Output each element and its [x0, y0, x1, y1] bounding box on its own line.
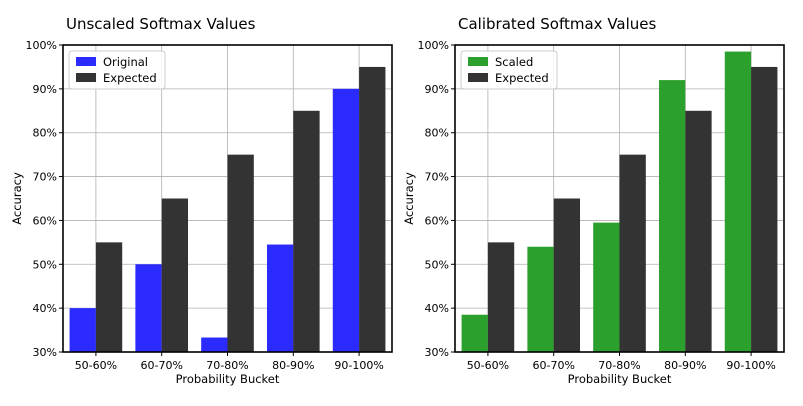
- x-tick-label: 90-100%: [726, 359, 775, 372]
- y-tick-label: 50%: [33, 258, 57, 271]
- bar-expected-60-70%: [553, 198, 581, 352]
- bar-scaled-60-70%: [527, 246, 554, 352]
- y-tick-label: 70%: [425, 171, 449, 184]
- y-tick-label: 30%: [425, 346, 449, 359]
- x-tick-label: 80-90%: [272, 359, 314, 372]
- legend: Scaled Expected: [460, 50, 558, 90]
- bar-expected-70-80%: [227, 154, 254, 352]
- legend: Original Expected: [68, 50, 166, 90]
- x-axis-label: Probability Bucket: [568, 372, 672, 386]
- chart-panel-2: 30% 40% 50% 60% 70% 80% 90% 100% 50-60% 60-70% 70-…: [402, 15, 785, 386]
- y-axis-label: Accuracy: [402, 172, 416, 225]
- bar-scaled-50-60%: [461, 314, 488, 352]
- bar-original-90-100%: [332, 88, 360, 352]
- chart-title: Unscaled Softmax Values: [66, 15, 256, 33]
- legend-label-expected: Expected: [495, 71, 549, 85]
- y-axis-label: Accuracy: [10, 172, 24, 225]
- x-tick-label: 70-80%: [206, 359, 248, 372]
- bar-expected-60-70%: [161, 198, 189, 352]
- x-tick-label: 50-60%: [75, 359, 117, 372]
- bar-scaled-80-90%: [658, 80, 686, 352]
- y-tick-label: 70%: [33, 171, 57, 184]
- y-tick-label: 30%: [33, 346, 57, 359]
- bar-expected-50-60%: [95, 242, 123, 352]
- bar-expected-80-90%: [685, 110, 712, 353]
- x-tick-label: 90-100%: [334, 359, 383, 372]
- y-tick-label: 60%: [33, 214, 57, 227]
- legend-label-original: Original: [103, 55, 148, 69]
- y-tick-label: 100%: [418, 39, 449, 52]
- bar-original-50-60%: [69, 308, 96, 352]
- legend-swatch-original: [76, 57, 96, 66]
- y-tick-label: 40%: [33, 302, 57, 315]
- y-tick-label: 50%: [425, 258, 449, 271]
- y-tick-label: 60%: [425, 214, 449, 227]
- x-tick-label: 60-70%: [140, 359, 182, 372]
- bar-scaled-90-100%: [724, 51, 752, 352]
- bar-original-60-70%: [135, 264, 162, 352]
- y-tick-label: 80%: [425, 127, 449, 140]
- legend-label-scaled: Scaled: [495, 55, 533, 69]
- bar-scaled-70-80%: [593, 222, 620, 352]
- bar-expected-80-90%: [293, 110, 320, 353]
- y-tick-label: 90%: [425, 83, 449, 96]
- x-tick-label: 70-80%: [598, 359, 640, 372]
- x-tick-label: 50-60%: [467, 359, 509, 372]
- bar-original-80-90%: [266, 244, 294, 352]
- bar-expected-90-100%: [751, 66, 778, 352]
- x-axis-label: Probability Bucket: [176, 372, 280, 386]
- legend-swatch-expected: [468, 73, 488, 82]
- x-tick-label: 80-90%: [664, 359, 706, 372]
- bar-expected-50-60%: [487, 242, 515, 352]
- chart-panel-1: 30% 40% 50% 60% 70% 80% 90% 100% 50-60% 60-70% 70-…: [10, 15, 393, 386]
- y-tick-label: 40%: [425, 302, 449, 315]
- y-tick-label: 100%: [26, 39, 57, 52]
- y-tick-label: 90%: [33, 83, 57, 96]
- y-tick-label: 80%: [33, 127, 57, 140]
- legend-swatch-scaled: [468, 57, 488, 66]
- x-tick-label: 60-70%: [532, 359, 574, 372]
- legend-label-expected: Expected: [103, 71, 157, 85]
- bar-expected-90-100%: [359, 66, 386, 352]
- legend-swatch-expected: [76, 73, 96, 82]
- chart-title: Calibrated Softmax Values: [458, 15, 657, 33]
- bar-original-70-80%: [201, 337, 228, 352]
- bar-expected-70-80%: [619, 154, 646, 352]
